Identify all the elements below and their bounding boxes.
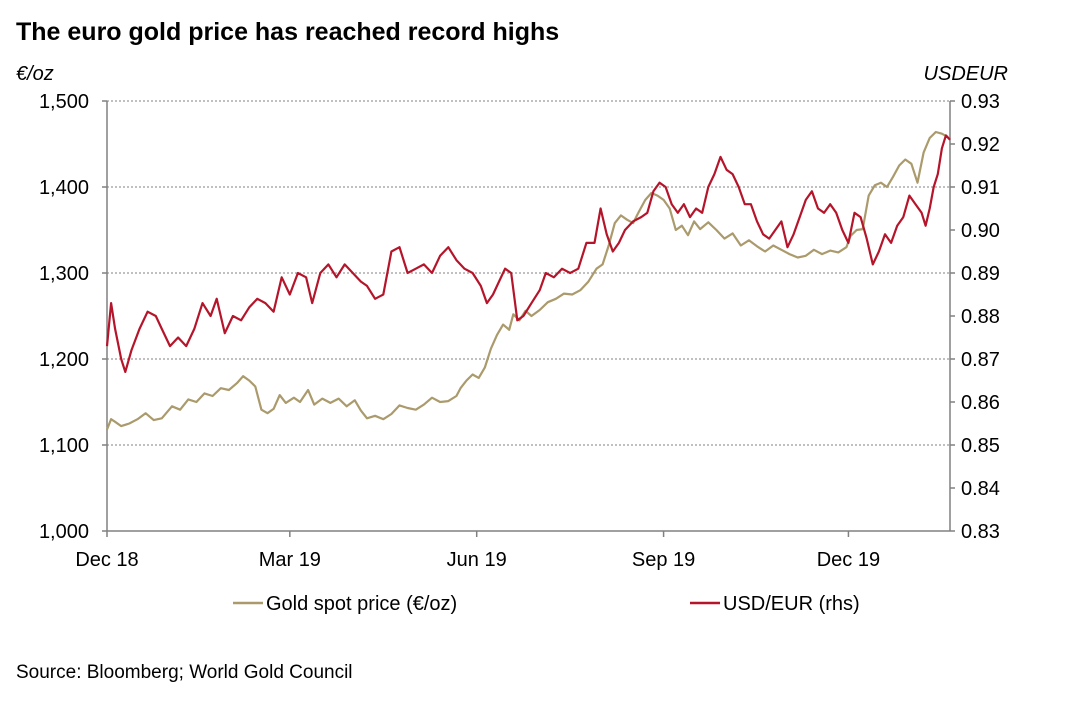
x-axis-tick-label: Dec 19 [817, 549, 880, 571]
gold-price-series-line [105, 130, 949, 430]
right-axis-tick-label: 0.88 [961, 306, 1000, 328]
source-note: Source: Bloomberg; World Gold Council [16, 662, 353, 683]
right-axis-tick-label: 0.92 [961, 134, 1000, 156]
right-axis-unit-label: USDEUR [924, 63, 1008, 85]
right-axis-tick-label: 0.86 [961, 392, 1000, 414]
axes: 1,000 1,100 1,200 1,300 1,400 1,500 0.83 0.84 0.… [16, 63, 1008, 571]
x-axis-tick-label: Dec 18 [75, 549, 138, 571]
right-axis-tick-label: 0.83 [961, 521, 1000, 543]
x-axis-tick-label: Jun 19 [447, 549, 507, 571]
usdeur-series-line [105, 134, 951, 373]
x-axis-tick-label: Sep 19 [632, 549, 695, 571]
right-axis-tick-label: 0.84 [961, 478, 1000, 500]
left-axis-tick-label: 1,500 [39, 91, 89, 113]
left-axis-tick-label: 1,000 [39, 521, 89, 543]
right-axis-tick-label: 0.91 [961, 177, 1000, 199]
left-axis-tick-label: 1,200 [39, 349, 89, 371]
legend-label-usdeur: USD/EUR (rhs) [723, 593, 860, 615]
left-axis-unit-label: €/oz [16, 63, 54, 85]
chart-title: The euro gold price has reached record h… [16, 18, 560, 46]
x-axis-tick-label: Mar 19 [259, 549, 321, 571]
right-axis-tick-label: 0.90 [961, 220, 1000, 242]
left-axis-tick-label: 1,100 [39, 435, 89, 457]
legend-label-gold: Gold spot price (€/oz) [266, 593, 457, 615]
right-axis-tick-label: 0.93 [961, 91, 1000, 113]
right-axis-tick-label: 0.85 [961, 435, 1000, 457]
right-axis-tick-label: 0.89 [961, 263, 1000, 285]
right-axis-tick-label: 0.87 [961, 349, 1000, 371]
legend: Gold spot price (€/oz) USD/EUR (rhs) [233, 593, 860, 615]
gridlines [107, 100, 950, 446]
series-lines [105, 130, 951, 430]
left-axis-tick-label: 1,300 [39, 263, 89, 285]
left-axis-tick-label: 1,400 [39, 177, 89, 199]
